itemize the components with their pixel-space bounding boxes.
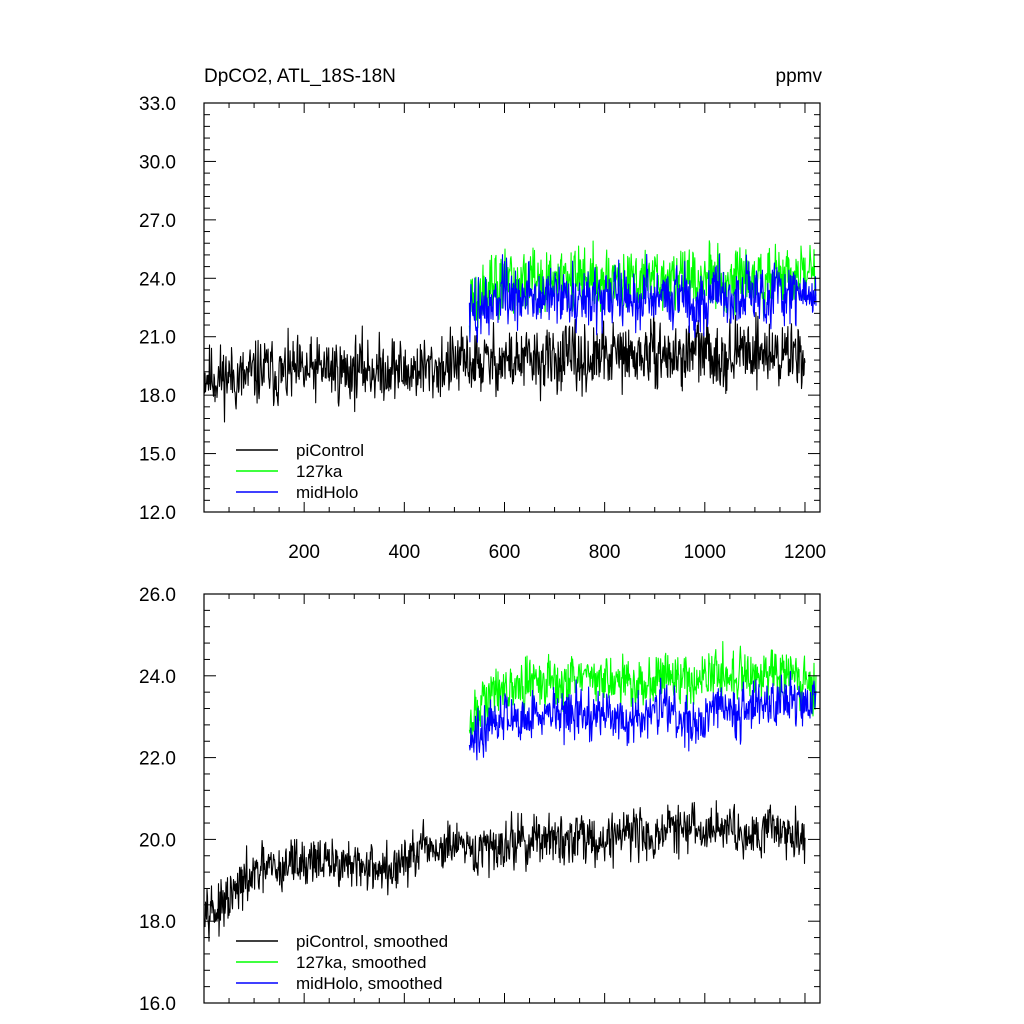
bottom-panel: 16.0 18.0 20.0 22.0 24.0 26.0 piControl, smoo… xyxy=(139,585,821,1015)
top-legend: piControl 127ka midHolo xyxy=(236,441,364,502)
top-series-line-127ka xyxy=(468,240,817,338)
top-title: DpCO2, ATL_18S-18N xyxy=(204,66,396,87)
bottom-legend-label-midholo: midHolo, smoothed xyxy=(296,974,442,993)
bottom-series-lines xyxy=(203,640,817,942)
bottom-legend-label-127ka: 127ka, smoothed xyxy=(296,953,426,972)
top-ytick-label: 12.0 xyxy=(139,503,176,524)
bottom-ytick-label: 16.0 xyxy=(139,994,176,1015)
top-xtick-label: 1200 xyxy=(784,542,826,563)
top-legend-label-picontrol: piControl xyxy=(296,441,364,460)
top-ytick-label: 30.0 xyxy=(139,152,176,173)
top-xtick-label: 800 xyxy=(589,542,621,563)
top-series-line-picontrol xyxy=(203,304,806,423)
top-plot-frame xyxy=(203,102,821,513)
top-ytick-label: 24.0 xyxy=(139,269,176,290)
top-legend-label-midholo: midHolo xyxy=(296,483,358,502)
bottom-legend-label-picontrol: piControl, smoothed xyxy=(296,932,448,951)
top-xtick-label: 1000 xyxy=(684,542,726,563)
bottom-legend: piControl, smoothed 127ka, smoothed midH… xyxy=(236,932,448,993)
bottom-ytick-label: 22.0 xyxy=(139,749,176,770)
top-units: ppmv xyxy=(776,66,823,87)
top-series-line-midholo xyxy=(468,253,817,343)
top-ytick-label: 33.0 xyxy=(139,94,176,115)
bottom-series-line-picontrol xyxy=(203,800,806,942)
bottom-series-line-127ka xyxy=(468,640,817,745)
top-series-lines xyxy=(203,240,817,423)
top-xtick-label: 400 xyxy=(388,542,420,563)
top-legend-label-127ka: 127ka xyxy=(296,462,343,481)
bottom-series-line-midholo xyxy=(468,670,817,761)
bottom-ytick-label: 24.0 xyxy=(139,667,176,688)
top-ticks: 12.0 15.0 18.0 21.0 24.0 27.0 30.0 33.0 200 400 60… xyxy=(139,94,826,563)
top-panel: DpCO2, ATL_18S-18N ppmv 12.0 15.0 18.0 21.0… xyxy=(139,66,826,563)
bottom-ytick-label: 20.0 xyxy=(139,830,176,851)
bottom-ytick-label: 26.0 xyxy=(139,585,176,606)
top-ytick-label: 15.0 xyxy=(139,445,176,466)
top-ytick-label: 21.0 xyxy=(139,328,176,349)
top-xtick-label: 200 xyxy=(288,542,320,563)
bottom-plot-frame xyxy=(203,593,821,1004)
bottom-ytick-label: 18.0 xyxy=(139,912,176,933)
bottom-ticks: 16.0 18.0 20.0 22.0 24.0 26.0 xyxy=(139,585,820,1015)
top-ytick-label: 18.0 xyxy=(139,386,176,407)
top-ytick-label: 27.0 xyxy=(139,211,176,232)
top-xtick-label: 600 xyxy=(489,542,521,563)
